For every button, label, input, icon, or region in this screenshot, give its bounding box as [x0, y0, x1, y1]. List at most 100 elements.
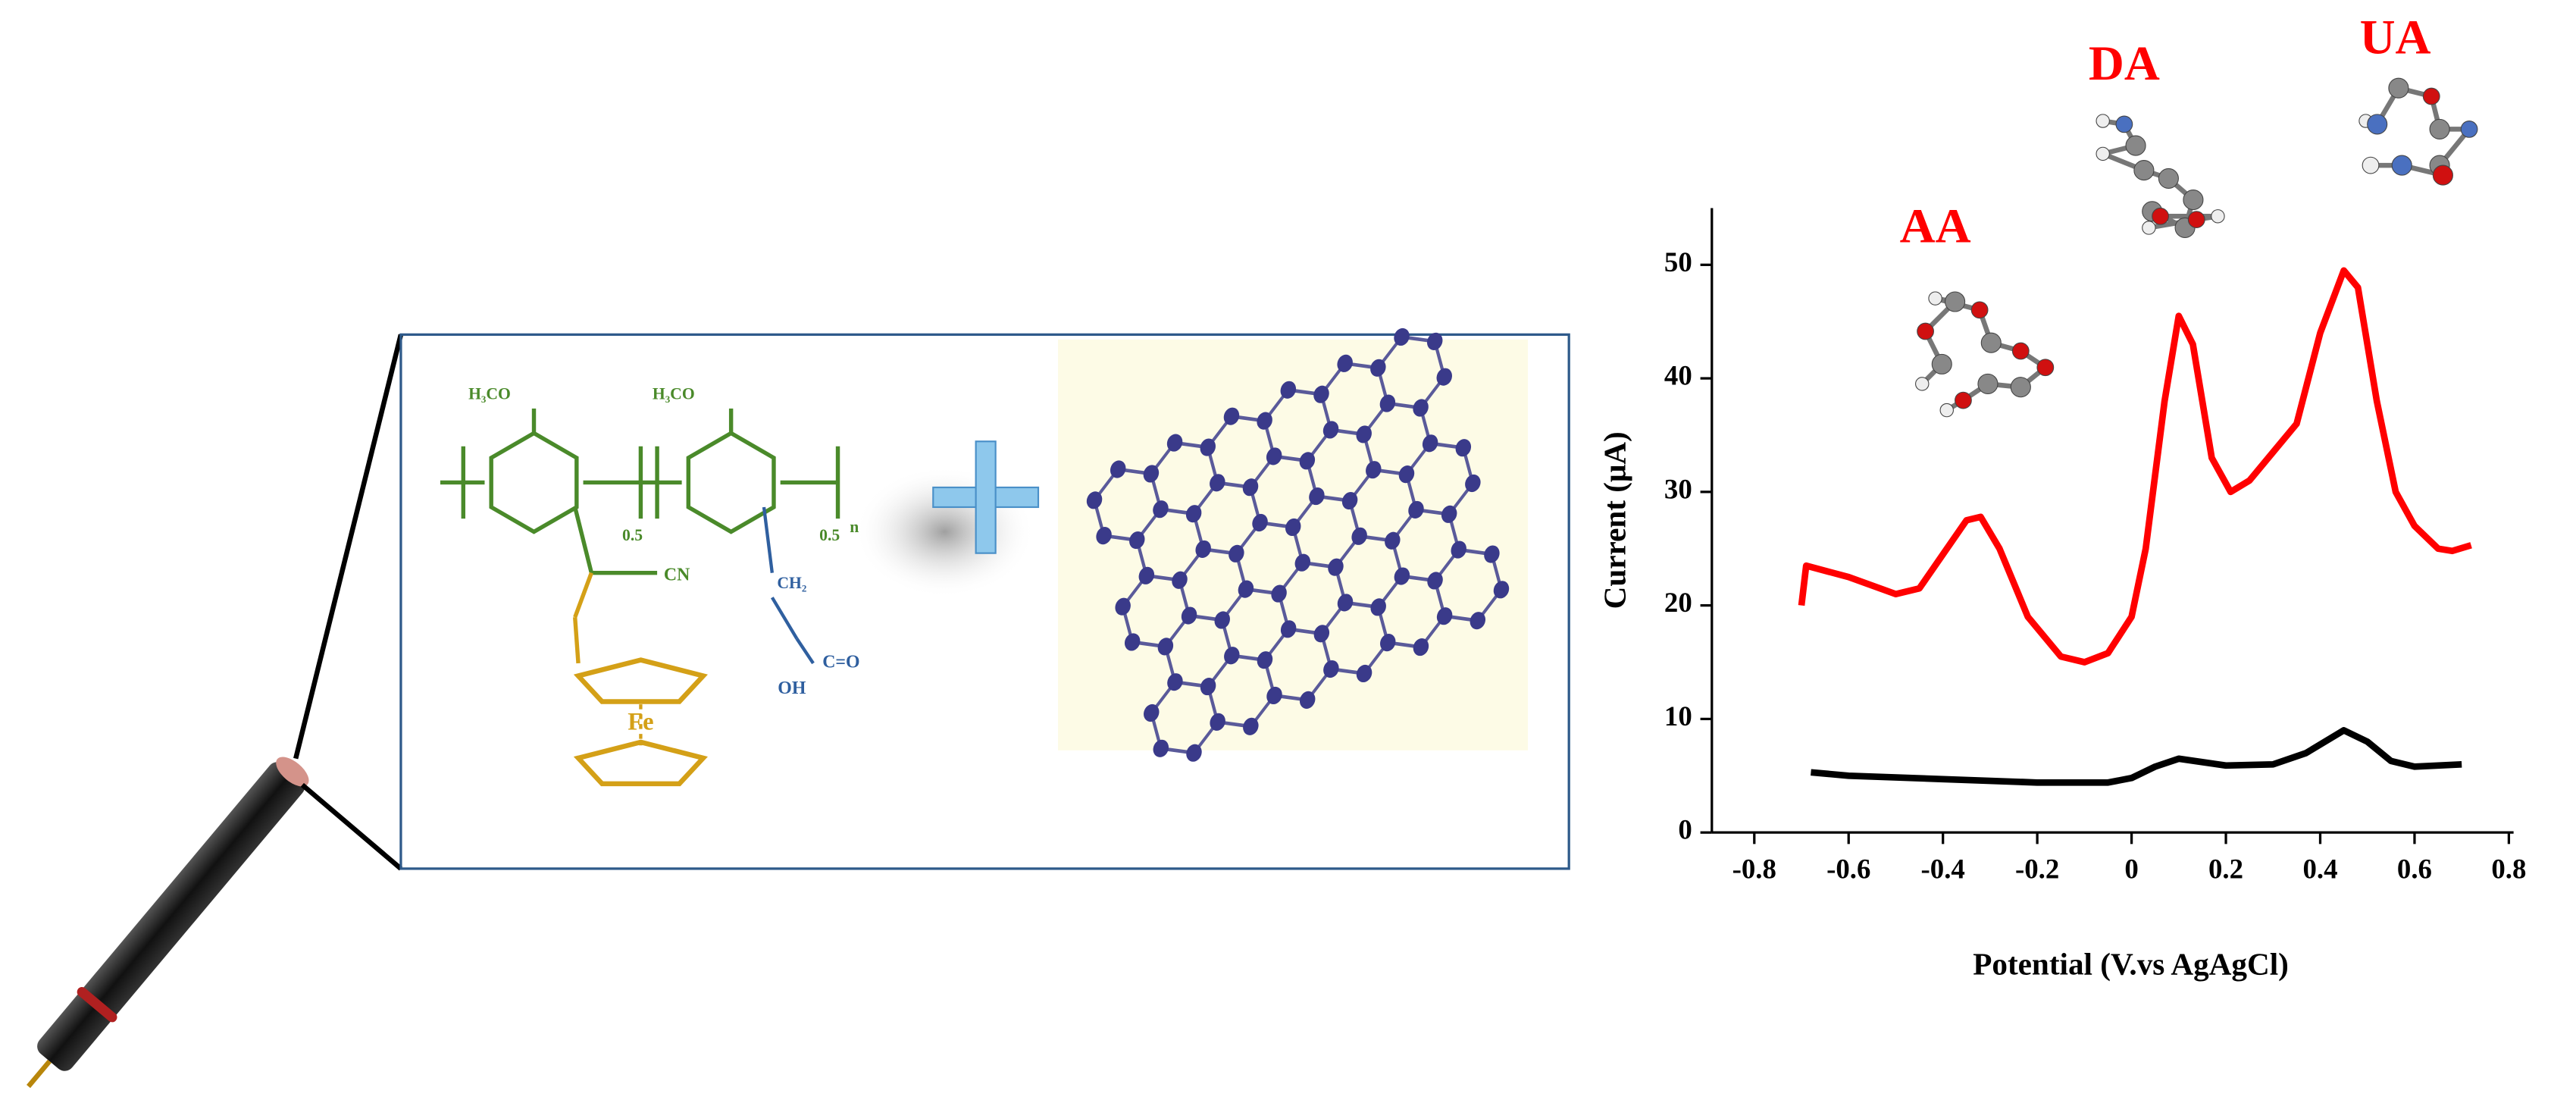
- bond: [795, 638, 815, 665]
- graphene: [1086, 327, 1510, 762]
- carbon-atom: [1356, 425, 1372, 443]
- carbon-atom: [1186, 744, 1202, 762]
- carbon-atom: [1115, 597, 1131, 616]
- carbon-atom: [1380, 634, 1396, 652]
- carbon-atom: [1280, 381, 1297, 399]
- carbon-atom: [1465, 474, 1481, 493]
- carbon-atom: [1153, 500, 1169, 519]
- zoom-box: [399, 333, 1570, 870]
- carbon-atom: [1299, 691, 1316, 709]
- carbon-atom: [1238, 580, 1254, 598]
- carbon-atom: [1322, 421, 1339, 439]
- carbon-atom: [1242, 478, 1259, 497]
- atom: [2152, 207, 2169, 225]
- y-tick-label: 0: [1678, 814, 1692, 845]
- y-tick-label: 10: [1664, 700, 1692, 732]
- atom: [2158, 168, 2179, 189]
- peak-annotation: UA: [2360, 10, 2431, 64]
- carbon-atom: [1129, 531, 1145, 550]
- atom: [2125, 135, 2146, 156]
- structure-label: CN: [664, 565, 690, 584]
- carbon-atom: [1110, 460, 1126, 478]
- carbon-atom: [1370, 359, 1386, 377]
- carbon-atom: [1313, 385, 1329, 403]
- carbon-atom: [1313, 625, 1330, 643]
- atom: [1928, 291, 1942, 306]
- atom: [2096, 146, 2110, 161]
- carbon-atom: [1470, 612, 1486, 630]
- atom: [2460, 121, 2478, 138]
- carbon-atom: [1243, 717, 1259, 735]
- x-tick-label: -0.6: [1826, 854, 1870, 885]
- structure-label: CH₂: [777, 574, 806, 592]
- atom: [2183, 190, 2204, 211]
- structure-label: H₃CO: [468, 385, 511, 403]
- carbon-atom: [1096, 527, 1112, 545]
- carbon-atom: [1422, 434, 1438, 453]
- atom: [2391, 155, 2412, 176]
- carbon-atom: [1394, 567, 1410, 585]
- atom: [2187, 211, 2205, 228]
- carbon-atom: [1328, 558, 1344, 576]
- atom: [2367, 114, 2388, 135]
- structure-label: Fe: [628, 709, 653, 736]
- plus-shadow: [854, 465, 1035, 598]
- x-tick-label: 0.8: [2491, 854, 2526, 885]
- carbon-atom: [1200, 438, 1216, 456]
- carbon-atom: [1086, 491, 1103, 509]
- y-axis-label: Current (μA): [1598, 431, 1633, 609]
- carbon-atom: [1143, 465, 1160, 483]
- carbon-atom: [1408, 500, 1424, 519]
- carbon-atom: [1172, 571, 1188, 589]
- atom: [1955, 391, 1972, 409]
- carbon-atom: [1398, 465, 1415, 484]
- atom: [1939, 403, 1954, 418]
- carbon-atom: [1309, 487, 1325, 506]
- carbon-atom: [1181, 606, 1197, 625]
- carbon-atom: [1341, 491, 1358, 510]
- atom: [2142, 221, 2156, 235]
- x-tick-label: -0.4: [1921, 854, 1965, 885]
- bond: [762, 506, 774, 573]
- carbon-atom: [1257, 412, 1272, 430]
- bond: [573, 617, 581, 664]
- data-line: [1811, 727, 2462, 786]
- carbon-atom: [1200, 678, 1216, 696]
- benzene-ring: [686, 431, 776, 534]
- carbon-atom: [1157, 638, 1174, 656]
- cyclopentadienyl: [573, 657, 708, 704]
- structure-label: 0.5: [819, 526, 840, 544]
- carbon-atom: [1484, 545, 1500, 563]
- carbon-atom: [1153, 739, 1169, 757]
- x-tick-label: -0.2: [2015, 854, 2059, 885]
- structure-label: 0.5: [622, 526, 643, 544]
- x-axis-label: Potential (V.vs AgAgCl): [1973, 946, 2289, 982]
- electrode: [27, 757, 309, 1089]
- zoom-line: [293, 334, 404, 760]
- carbon-atom: [1138, 566, 1155, 584]
- carbon-atom: [1252, 513, 1268, 532]
- atom: [1931, 353, 1952, 374]
- carbon-atom: [1124, 633, 1141, 651]
- atom: [2010, 377, 2031, 398]
- atom: [2011, 342, 2030, 360]
- benzene-ring: [489, 431, 579, 534]
- carbon-atom: [1394, 327, 1410, 346]
- carbon-atom: [1266, 447, 1282, 465]
- carbon-atom: [1195, 540, 1211, 558]
- atom: [1917, 322, 1934, 340]
- carbon-atom: [1271, 584, 1287, 603]
- carbon-atom: [1370, 598, 1386, 616]
- x-tick-label: 0: [2124, 854, 2138, 885]
- atom: [2362, 156, 2380, 174]
- carbon-atom: [1210, 713, 1225, 731]
- atom: [2432, 165, 2453, 186]
- carbon-atom: [1323, 660, 1339, 678]
- atom: [1980, 332, 2002, 353]
- atom: [2429, 118, 2450, 139]
- atom: [2115, 115, 2133, 133]
- atom: [1977, 373, 1999, 394]
- carbon-atom: [1224, 647, 1240, 665]
- y-tick-label: 20: [1664, 587, 1692, 618]
